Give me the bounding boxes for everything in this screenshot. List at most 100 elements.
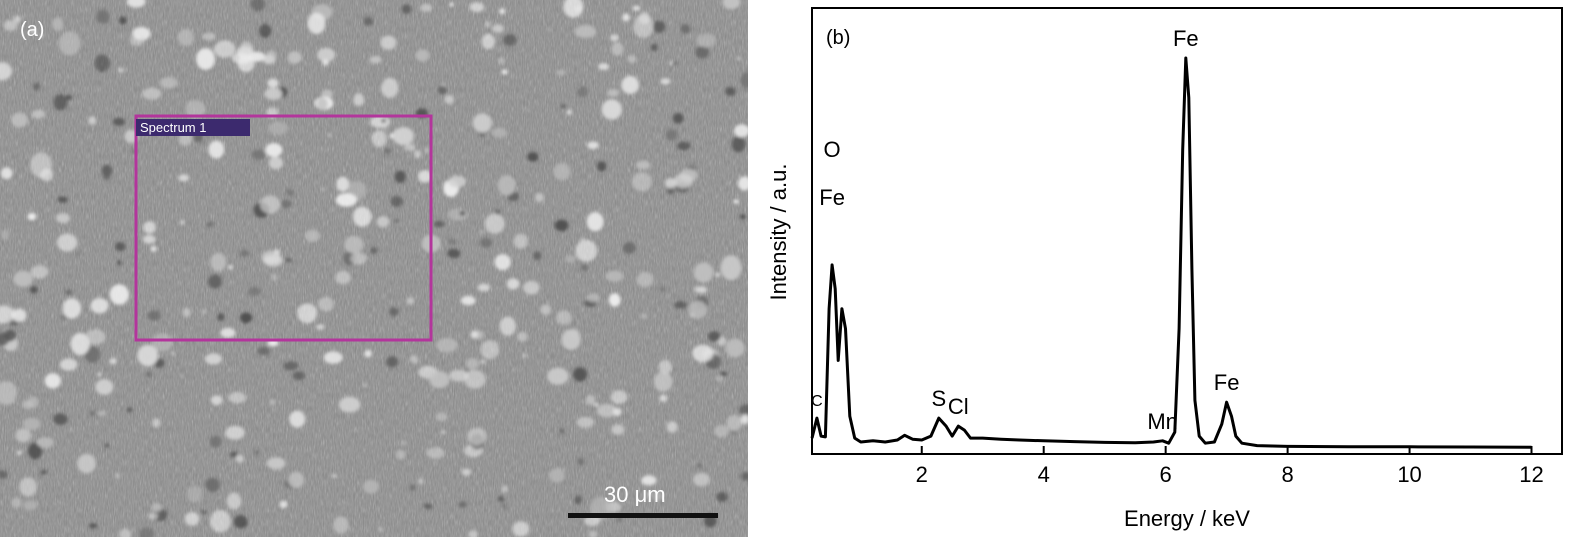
sem-particle <box>104 443 110 448</box>
eds-spectrum-chart: (b) Energy / keV Intensity / a.u. 2 4 6 8 10… <box>766 7 1563 531</box>
sem-particle <box>448 175 467 188</box>
sem-particle <box>369 55 382 64</box>
sem-particle <box>503 34 517 46</box>
sem-particle <box>563 0 584 18</box>
sem-particle <box>574 25 597 38</box>
peak-label-cl: Cl <box>948 394 969 419</box>
sem-particle <box>27 212 37 221</box>
sem-particle <box>285 257 292 263</box>
sem-particle <box>693 472 710 487</box>
sem-particle <box>716 492 728 502</box>
sem-particle <box>268 156 284 170</box>
sem-particle <box>135 34 141 39</box>
sem-particle <box>210 252 227 272</box>
sem-particle <box>392 127 414 146</box>
sem-particle <box>447 238 457 245</box>
sem-particle <box>281 199 292 209</box>
sem-particle <box>3 20 18 31</box>
sem-particle <box>344 235 364 254</box>
sem-particle <box>461 468 472 477</box>
sem-particle <box>182 307 191 318</box>
sem-particle <box>353 93 365 106</box>
sem-particle <box>499 316 516 336</box>
sem-particle <box>220 327 236 338</box>
sem-particle <box>739 404 748 416</box>
sem-particle <box>265 143 283 157</box>
peak-label-c: C <box>811 393 823 410</box>
sem-particle <box>660 78 671 85</box>
sem-particle <box>271 273 278 282</box>
sem-particle <box>556 69 566 76</box>
sem-particle <box>438 85 447 95</box>
sem-particle <box>722 0 741 10</box>
sem-particle <box>449 369 469 382</box>
sem-particle <box>449 2 454 7</box>
sem-particle <box>84 346 101 363</box>
sem-particle <box>306 312 316 318</box>
sem-particle <box>480 340 500 360</box>
sem-particle <box>622 242 636 254</box>
sem-particle <box>126 0 146 8</box>
sem-particle <box>714 425 729 438</box>
sem-particle <box>146 371 152 378</box>
sem-particle <box>32 82 41 91</box>
sem-particle <box>185 100 206 119</box>
sem-particle <box>720 255 742 281</box>
sem-particle <box>228 391 247 404</box>
sem-particle <box>418 478 424 485</box>
sem-particle <box>472 113 492 133</box>
sem-particle <box>259 24 272 38</box>
sem-particle <box>633 14 654 39</box>
sem-particle <box>286 188 295 196</box>
sem-particle <box>597 161 607 172</box>
sem-particle <box>327 133 332 137</box>
sem-particle <box>396 449 406 460</box>
sem-particle <box>513 233 528 249</box>
sem-particle <box>459 210 466 216</box>
sem-particle <box>695 46 710 59</box>
sem-particle <box>394 170 406 183</box>
sem-particle <box>148 512 159 520</box>
sem-particle <box>377 527 384 532</box>
sem-particle <box>131 150 136 154</box>
sem-particle <box>575 239 598 262</box>
sem-particle <box>283 361 299 371</box>
sem-particle <box>364 349 372 358</box>
sem-particle <box>137 344 159 367</box>
sem-particle <box>177 28 194 46</box>
sem-particle <box>143 221 156 234</box>
eds-spectrum-panel: (b) Energy / keV Intensity / a.u. 2 4 6 8 10… <box>758 0 1594 546</box>
sem-particle <box>266 457 286 470</box>
sem-particle <box>292 371 305 381</box>
sem-particle <box>338 396 361 413</box>
sem-particle <box>62 298 82 319</box>
sem-particle <box>0 332 10 346</box>
sem-particle <box>414 149 422 159</box>
sem-particle <box>316 97 328 111</box>
sem-particle <box>480 238 492 248</box>
sem-particle <box>409 355 419 364</box>
sem-particle <box>323 351 343 364</box>
sem-particle <box>205 477 220 493</box>
sem-particle <box>332 474 337 478</box>
sem-particle <box>266 50 277 61</box>
sem-particle <box>611 42 624 56</box>
sem-particle <box>263 254 284 267</box>
sem-particle <box>383 126 388 131</box>
sem-particle <box>674 301 687 309</box>
sem-particle <box>556 310 572 325</box>
sem-particle <box>423 503 433 509</box>
sem-particle <box>435 412 448 422</box>
sem-particle <box>598 63 610 71</box>
sem-particle <box>596 403 617 418</box>
scale-bar <box>568 513 718 518</box>
peak-label-fe: Fe <box>1214 370 1240 395</box>
sem-particle <box>610 34 619 42</box>
sem-particle <box>576 416 595 428</box>
sem-particle <box>641 475 657 486</box>
sem-particle <box>553 163 571 181</box>
sem-particle <box>501 69 508 75</box>
sem-particle <box>58 31 81 56</box>
sem-particle <box>321 187 326 191</box>
roi-label-background <box>136 119 250 136</box>
